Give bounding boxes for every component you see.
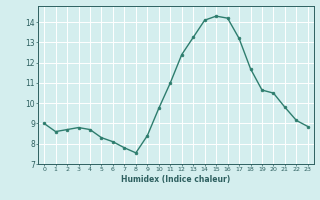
X-axis label: Humidex (Indice chaleur): Humidex (Indice chaleur) (121, 175, 231, 184)
